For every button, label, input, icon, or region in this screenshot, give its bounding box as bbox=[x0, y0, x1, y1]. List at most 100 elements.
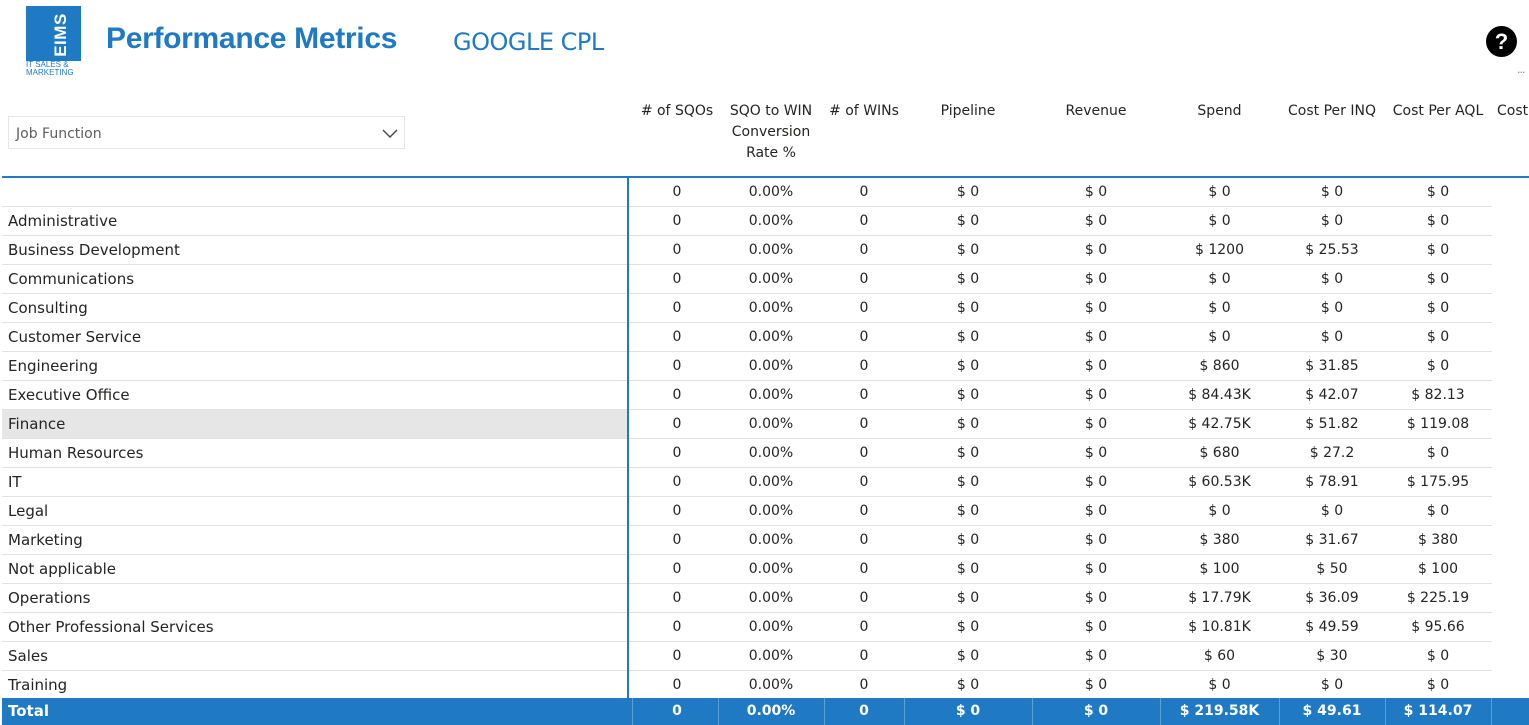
row-label[interactable]: Human Resources bbox=[8, 444, 144, 462]
table-row[interactable]: Sales 0 0.00% 0 $ 0 $ 0 $ 60 $ 30 $ 0 bbox=[0, 642, 1529, 671]
row-divider bbox=[629, 525, 1492, 526]
table-row[interactable]: Legal 0 0.00% 0 $ 0 $ 0 $ 0 $ 0 $ 0 bbox=[0, 497, 1529, 526]
row-divider bbox=[2, 206, 628, 207]
column-header-wins[interactable]: # of WINs bbox=[829, 103, 899, 119]
row-label[interactable]: Business Development bbox=[8, 241, 180, 259]
table-cell: 0 bbox=[672, 271, 682, 287]
table-cell: 0.00% bbox=[748, 387, 794, 403]
row-divider bbox=[629, 554, 1492, 555]
row-label[interactable]: Not applicable bbox=[8, 560, 116, 578]
table-cell: 0.00% bbox=[748, 416, 794, 432]
row-divider bbox=[629, 641, 1492, 642]
total-cell: $ 0 bbox=[1083, 703, 1109, 719]
column-header-sqos[interactable]: # of SQOs bbox=[640, 103, 714, 119]
table-cell: 0 bbox=[859, 184, 869, 200]
table-cell: $ 0 bbox=[1426, 445, 1450, 461]
table-cell: 0 bbox=[859, 503, 869, 519]
table-cell: 0 bbox=[672, 619, 682, 635]
row-label[interactable]: Consulting bbox=[8, 299, 88, 317]
row-label[interactable] bbox=[2, 178, 628, 207]
table-body: 0 0.00% 0 $ 0 $ 0 $ 0 $ 0 $ 0 Administrative 0 0.0… bbox=[0, 178, 1529, 700]
table-row[interactable]: Consulting 0 0.00% 0 $ 0 $ 0 $ 0 $ 0 $ 0 bbox=[0, 294, 1529, 323]
help-icon[interactable]: ? bbox=[1486, 26, 1517, 57]
row-label[interactable]: Training bbox=[8, 676, 68, 694]
table-cell: 0.00% bbox=[748, 358, 794, 374]
table-cell: $ 0 bbox=[1084, 532, 1108, 548]
more-options-icon[interactable]: ... bbox=[1517, 63, 1525, 76]
table-cell: $ 0 bbox=[1084, 387, 1108, 403]
column-header-pipeline[interactable]: Pipeline bbox=[940, 103, 996, 119]
row-divider bbox=[629, 380, 1492, 381]
table-cell: 0 bbox=[672, 590, 682, 606]
table-cell: $ 0 bbox=[1084, 561, 1108, 577]
table-row[interactable]: 0 0.00% 0 $ 0 $ 0 $ 0 $ 0 $ 0 bbox=[0, 178, 1529, 207]
table-cell: 0.00% bbox=[748, 619, 794, 635]
row-label[interactable]: Other Professional Services bbox=[8, 618, 214, 636]
table-cell: $ 0 bbox=[956, 590, 980, 606]
table-cell: $ 0 bbox=[956, 561, 980, 577]
row-label[interactable]: Executive Office bbox=[8, 386, 130, 404]
table-row[interactable]: Customer Service 0 0.00% 0 $ 0 $ 0 $ 0 $ 0 $ 0 bbox=[0, 323, 1529, 352]
table-cell: 0 bbox=[672, 184, 682, 200]
row-label[interactable]: Legal bbox=[8, 502, 49, 520]
table-row[interactable]: Marketing 0 0.00% 0 $ 0 $ 0 $ 380 $ 31.67 $ 380 bbox=[0, 526, 1529, 555]
table-cell: $ 175.95 bbox=[1406, 474, 1470, 490]
table-row[interactable]: Business Development 0 0.00% 0 $ 0 $ 0 $ 1200 $… bbox=[0, 236, 1529, 265]
table-row[interactable]: Training 0 0.00% 0 $ 0 $ 0 $ 0 $ 0 $ 0 bbox=[0, 671, 1529, 700]
row-label[interactable]: Operations bbox=[8, 589, 91, 607]
column-header-cost[interactable]: Cost bbox=[1497, 103, 1529, 119]
table-cell: 0 bbox=[672, 416, 682, 432]
column-header-spend[interactable]: Spend bbox=[1197, 103, 1242, 119]
row-label[interactable]: Marketing bbox=[8, 531, 83, 549]
table-row[interactable]: Executive Office 0 0.00% 0 $ 0 $ 0 $ 84.43K $ 4… bbox=[0, 381, 1529, 410]
table-cell: $ 0 bbox=[1208, 300, 1231, 316]
table-cell: $ 0 bbox=[1426, 242, 1450, 258]
table-cell: $ 0 bbox=[1084, 329, 1108, 345]
row-label[interactable]: Communications bbox=[8, 270, 135, 288]
table-cell: $ 0 bbox=[1084, 590, 1108, 606]
row-label[interactable]: Engineering bbox=[8, 357, 98, 375]
table-row[interactable]: Operations 0 0.00% 0 $ 0 $ 0 $ 17.79K $ 36.09 $ … bbox=[0, 584, 1529, 613]
row-divider bbox=[629, 264, 1492, 265]
row-label[interactable]: IT bbox=[8, 473, 22, 491]
table-cell: $ 0 bbox=[956, 329, 980, 345]
table-cell: 0 bbox=[859, 416, 869, 432]
column-header-revenue[interactable]: Revenue bbox=[1065, 103, 1127, 119]
table-cell: $ 0 bbox=[1084, 271, 1108, 287]
table-cell: $ 0 bbox=[1426, 503, 1450, 519]
row-divider bbox=[629, 351, 1492, 352]
table-row[interactable]: Other Professional Services 0 0.00% 0 $ 0 $ 0… bbox=[0, 613, 1529, 642]
table-row[interactable]: Not applicable 0 0.00% 0 $ 0 $ 0 $ 100 $ 50 $ 10… bbox=[0, 555, 1529, 584]
column-header-cost-per-aql[interactable]: Cost Per AQL bbox=[1392, 103, 1484, 119]
row-label[interactable]: Sales bbox=[8, 647, 48, 665]
total-separator bbox=[1032, 698, 1033, 725]
table-cell: $ 0 bbox=[956, 619, 980, 635]
row-label[interactable]: Finance bbox=[2, 410, 628, 439]
table-row[interactable]: Finance 0 0.00% 0 $ 0 $ 0 $ 42.75K $ 51.82 $ 119… bbox=[0, 410, 1529, 439]
total-cell: 0.00% bbox=[746, 703, 796, 719]
row-divider bbox=[2, 264, 628, 265]
row-divider bbox=[2, 351, 628, 352]
table-cell: $ 0 bbox=[1084, 213, 1108, 229]
table-cell: 0.00% bbox=[748, 242, 794, 258]
table-cell: 0 bbox=[672, 358, 682, 374]
column-header-cost-per-inq[interactable]: Cost Per INQ bbox=[1288, 103, 1376, 119]
row-divider bbox=[2, 612, 628, 613]
job-function-dropdown[interactable]: Job Function bbox=[8, 116, 405, 149]
table-cell: $ 0 bbox=[1084, 619, 1108, 635]
table-row[interactable]: Human Resources 0 0.00% 0 $ 0 $ 0 $ 680 $ 27.2 $… bbox=[0, 439, 1529, 468]
row-divider bbox=[629, 206, 1492, 207]
table-cell: $ 60.53K bbox=[1188, 474, 1251, 490]
row-label[interactable]: Administrative bbox=[8, 212, 118, 230]
table-cell: $ 36.09 bbox=[1305, 590, 1359, 606]
table-row[interactable]: Engineering 0 0.00% 0 $ 0 $ 0 $ 860 $ 31.85 $ 0 bbox=[0, 352, 1529, 381]
table-cell: 0 bbox=[672, 561, 682, 577]
table-cell: 0 bbox=[859, 532, 869, 548]
table-cell: 0.00% bbox=[748, 590, 794, 606]
table-row[interactable]: Communications 0 0.00% 0 $ 0 $ 0 $ 0 $ 0 $ 0 bbox=[0, 265, 1529, 294]
column-header-conversion-rate[interactable]: SQO to WIN Conversion Rate % bbox=[729, 103, 813, 161]
total-cell: $ 49.61 bbox=[1302, 703, 1362, 719]
table-row[interactable]: IT 0 0.00% 0 $ 0 $ 0 $ 60.53K $ 78.91 $ 175.95 bbox=[0, 468, 1529, 497]
table-row[interactable]: Administrative 0 0.00% 0 $ 0 $ 0 $ 0 $ 0 $ 0 bbox=[0, 207, 1529, 236]
row-label[interactable]: Customer Service bbox=[8, 328, 142, 346]
